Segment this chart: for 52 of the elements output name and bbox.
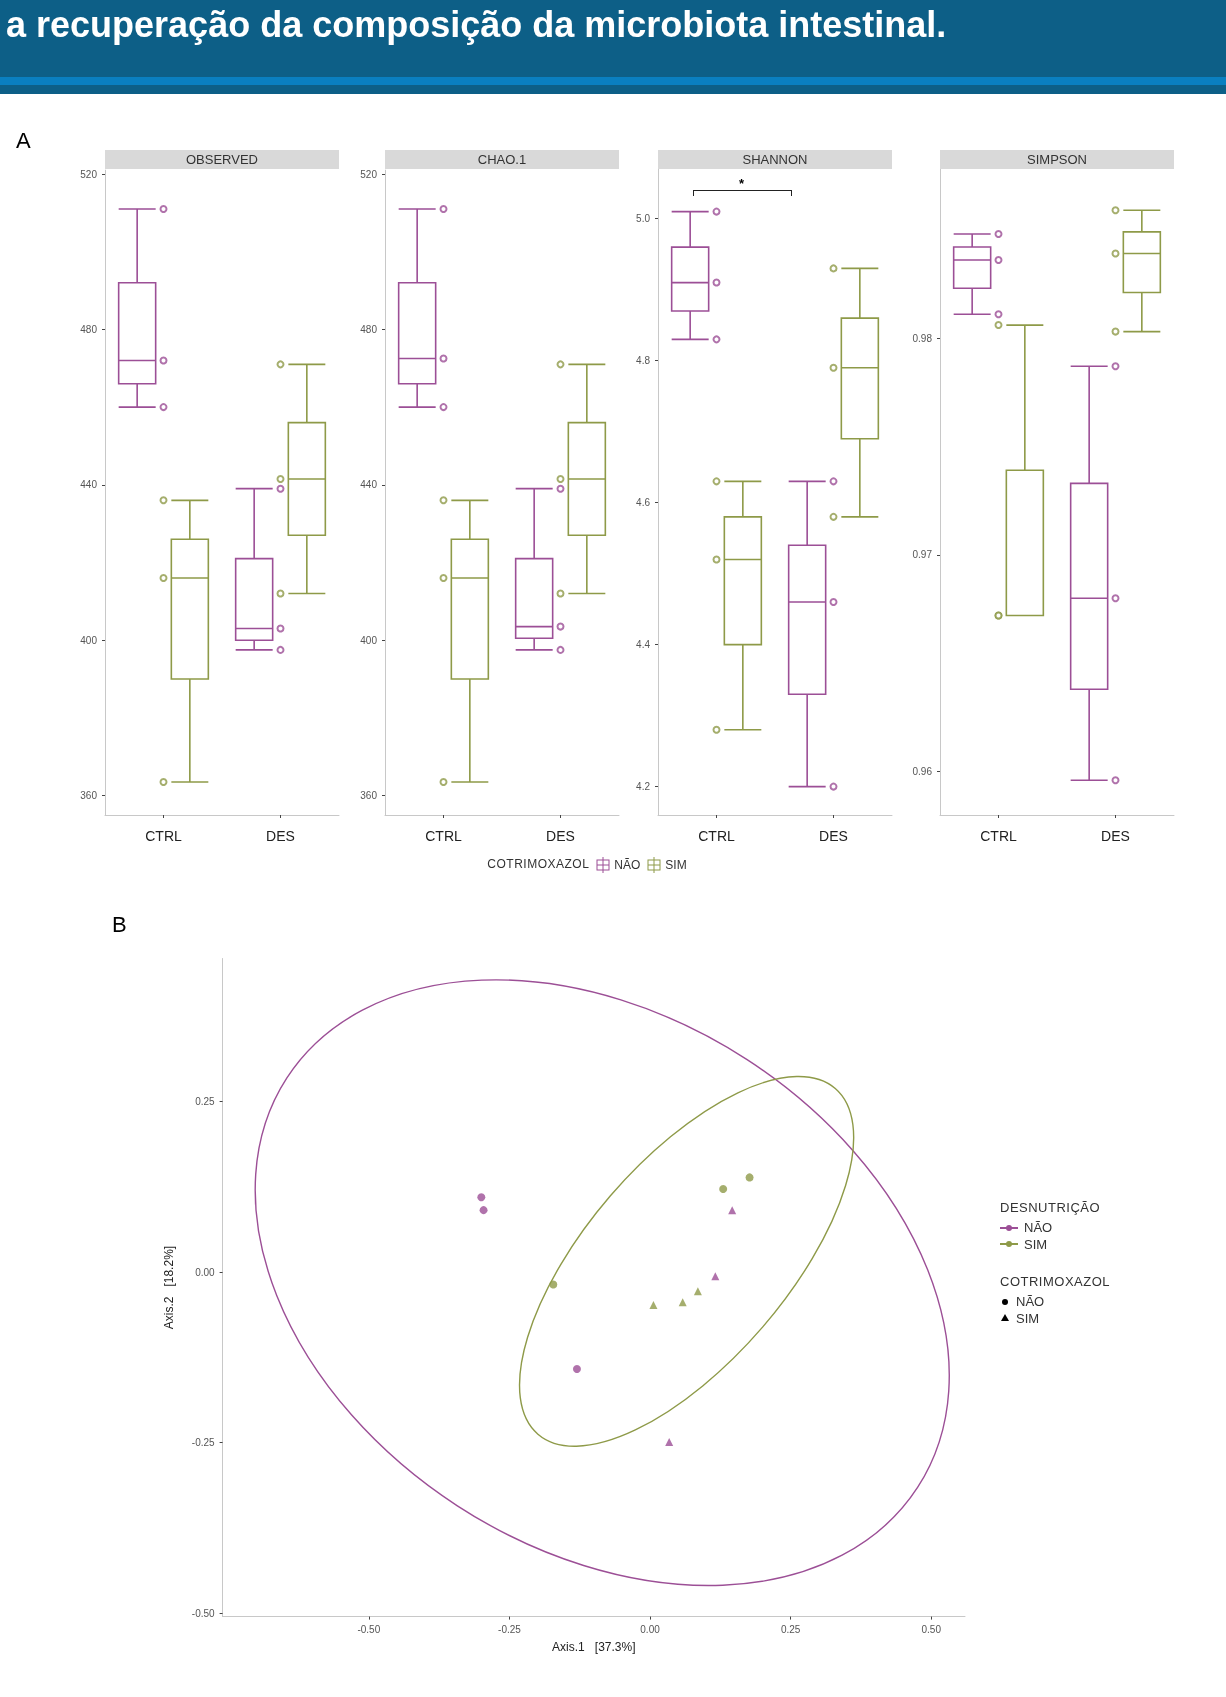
y-tick-label: 4.2 [636, 781, 651, 793]
legend-label: SIM [1024, 1236, 1048, 1252]
text: SIM [1016, 1310, 1040, 1326]
x-tick-label: CTRL [698, 828, 735, 844]
y-tick-label: 5.0 [636, 213, 651, 225]
annotation: * [738, 176, 746, 191]
legend-label: NÃO [1024, 1219, 1053, 1235]
x-tick-label: DES [266, 828, 295, 844]
y-tick-label: 4.4 [636, 639, 651, 651]
y-tick-label: 400 [360, 634, 378, 646]
x-tick-label: CTRL [425, 828, 462, 844]
x-tick-label: CTRL [145, 828, 182, 844]
chart-title: SHANNON [658, 150, 892, 169]
y-tick-label: 0.98 [912, 332, 933, 344]
y-tick-label: 480 [80, 323, 98, 335]
text: COTRIMOXAZOL [1000, 1274, 1111, 1291]
text: B [112, 912, 127, 938]
y-tick-label: 0.96 [912, 766, 933, 778]
y-tick-label: 0.25 [195, 1096, 216, 1108]
y-tick-label: 400 [80, 634, 98, 646]
y-tick-label: 440 [360, 479, 378, 491]
x-axis-title: Axis.1 [37.3%] [552, 1639, 636, 1654]
x-tick-label: 0.25 [780, 1624, 801, 1636]
y-tick-label: 0.97 [912, 549, 933, 561]
text: A [16, 128, 31, 154]
chart-title: OBSERVED [105, 150, 339, 169]
x-tick-label: CTRL [980, 828, 1017, 844]
y-tick-label: 4.6 [636, 497, 651, 509]
y-tick-label: -0.25 [191, 1437, 216, 1449]
y-tick-label: 480 [360, 323, 378, 335]
y-tick-label: 4.8 [636, 355, 651, 367]
chart-title: SIMPSON [940, 150, 1174, 169]
x-tick-label: DES [1101, 828, 1130, 844]
text: NÃO [1016, 1293, 1045, 1309]
y-tick-label: 520 [360, 168, 378, 180]
y-tick-label: 520 [80, 168, 98, 180]
y-tick-label: 440 [80, 479, 98, 491]
x-tick-label: DES [819, 828, 848, 844]
legend-label: NÃO [614, 858, 641, 872]
y-tick-label: 360 [80, 790, 98, 802]
y-tick-label: 360 [360, 790, 378, 802]
y-tick-label: -0.50 [191, 1607, 216, 1619]
x-tick-label: DES [546, 828, 575, 844]
legend-label: SIM [665, 858, 687, 872]
x-tick-label: -0.25 [498, 1624, 522, 1636]
legend-title: COTRIMOXAZOL [487, 857, 590, 872]
y-axis-title: Axis.2 [18.2%] [161, 1245, 176, 1330]
text: a recuperação da composição da microbiota intestinal. [6, 4, 947, 46]
y-tick-label: 0.00 [195, 1266, 216, 1278]
chart-title: CHAO.1 [385, 150, 619, 169]
legend-title: DESNUTRIÇÃO [1000, 1200, 1102, 1216]
x-tick-label: 0.50 [921, 1624, 942, 1636]
